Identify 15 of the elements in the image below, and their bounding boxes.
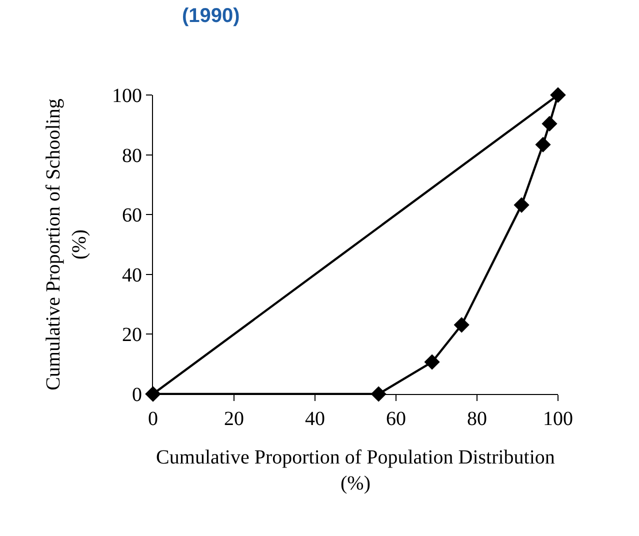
x-tick-label: 100: [543, 408, 573, 430]
y-tick-label: 100: [112, 85, 142, 107]
x-tick-label: 20: [224, 408, 244, 430]
y-tick-label: 60: [122, 204, 142, 227]
x-tick-label: 80: [467, 408, 487, 430]
y-axis-title: Cumulative Proportion of Schooling (%): [42, 98, 90, 390]
x-axis-title: Cumulative Proportion of Population Distribution (%): [156, 446, 555, 494]
y-tick-label: 80: [122, 144, 142, 167]
x-tick-label: 60: [386, 408, 406, 430]
x-tick-label: 40: [305, 408, 325, 430]
y-tick-label: 0: [132, 384, 142, 406]
chart-title: (1990): [182, 5, 240, 28]
y-tick-label: 40: [122, 264, 142, 286]
x-tick-label: 0: [148, 408, 158, 430]
y-tick-label: 20: [122, 324, 142, 346]
